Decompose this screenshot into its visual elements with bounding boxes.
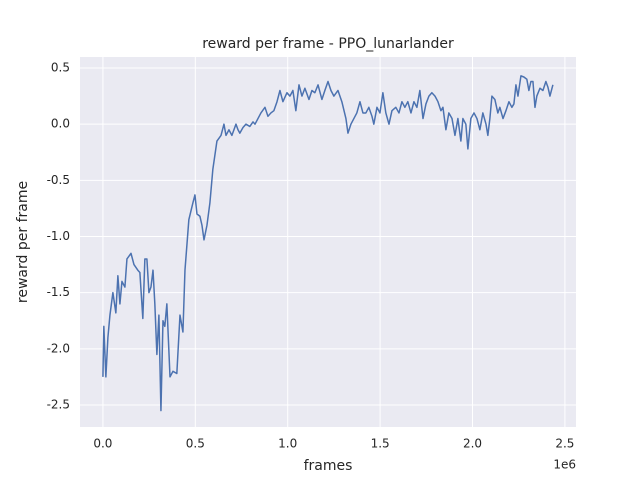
y-tick-label: -1.0 — [47, 229, 70, 243]
y-tick-label: 0.0 — [51, 117, 70, 131]
y-tick-label: 0.5 — [51, 61, 70, 75]
x-tick-label: 0.5 — [186, 437, 205, 451]
y-tick-label: -2.5 — [47, 397, 70, 411]
y-tick-label: -1.5 — [47, 285, 70, 299]
x-tick-label: 1.0 — [278, 437, 297, 451]
x-axis-label: frames — [304, 458, 353, 474]
y-axis-label: reward per frame — [15, 181, 31, 303]
y-tick-label: -2.0 — [47, 341, 70, 355]
x-tick-label: 2.5 — [555, 437, 574, 451]
chart-title: reward per frame - PPO_lunarlander — [202, 36, 454, 52]
x-offset-label: 1e6 — [553, 458, 576, 472]
x-tick-label: 2.0 — [463, 437, 482, 451]
y-tick-label: -0.5 — [47, 173, 70, 187]
x-tick-label: 0.0 — [93, 437, 112, 451]
data-line — [102, 75, 554, 412]
x-tick-label: 1.5 — [371, 437, 390, 451]
